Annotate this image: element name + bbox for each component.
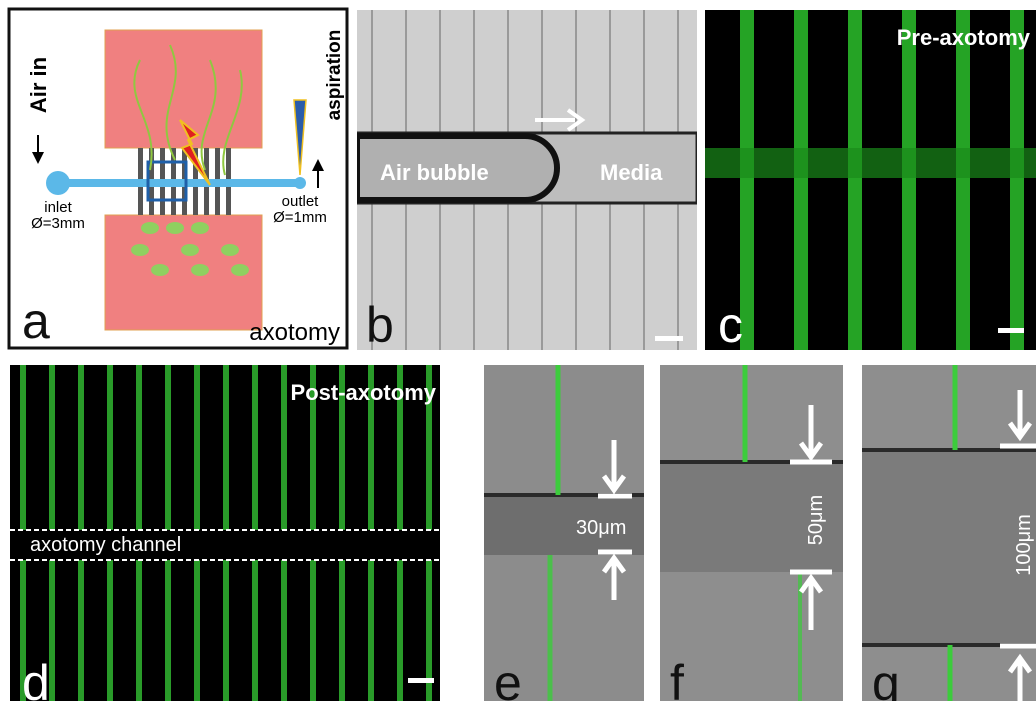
axon-bundle: [848, 10, 862, 350]
channel: [862, 450, 1036, 645]
scale-bar: [408, 678, 434, 683]
outlet: outlet: [282, 193, 320, 210]
inlet: inlet: [44, 199, 72, 216]
air-bubble: Air bubble: [380, 160, 489, 185]
outlet-size: Ø=1mm: [273, 209, 327, 226]
title: Post-axotomy: [291, 380, 437, 405]
panel-g: 100μm g: [862, 365, 1036, 701]
cell: [231, 264, 249, 276]
inlet-port: [46, 171, 70, 195]
caption: axotomy: [249, 319, 340, 346]
panel-label: e: [494, 655, 522, 701]
edge: [862, 448, 1036, 452]
panel-label: a: [22, 293, 50, 349]
cell: [151, 264, 169, 276]
axon-bundle: [902, 10, 916, 350]
width: 50μm: [805, 495, 827, 545]
axon-bundle: [1010, 10, 1024, 350]
width-arrows: [790, 405, 832, 630]
aspiration: aspiration: [324, 30, 345, 121]
cell: [131, 244, 149, 256]
scale-bar: [655, 336, 683, 341]
panel-c: Pre-axotomy c: [705, 10, 1036, 353]
channel-label: axotomy channel: [30, 534, 181, 556]
edge: [660, 460, 843, 464]
axon-bundle: [740, 10, 754, 350]
width: 100μm: [1013, 514, 1035, 576]
arrow-head: [566, 108, 586, 132]
panel-label: g: [872, 655, 900, 701]
chamber-top: [104, 29, 263, 149]
panel-label: c: [718, 297, 743, 353]
inlet-size: Ø=3mm: [31, 215, 85, 232]
axon-bundle: [956, 10, 970, 350]
width-arrows: [598, 440, 632, 600]
neurons: [131, 222, 249, 276]
axons: [133, 44, 243, 176]
zoom-box: [146, 160, 188, 202]
panel-a: Air in aspiration inlet Ø=3mm outlet Ø=1…: [7, 7, 349, 350]
image: [705, 10, 1036, 350]
cell: [191, 222, 209, 234]
panel-e: 30μm e: [484, 365, 644, 701]
outlet-port: [294, 177, 306, 189]
axon-band: [705, 148, 1036, 178]
channel: [10, 530, 440, 560]
aspiration-tip: [293, 99, 307, 176]
lightning: [179, 119, 211, 186]
bubble: [357, 133, 560, 203]
media: Media: [600, 160, 663, 185]
axon-bundle: [794, 10, 808, 350]
panel-label: b: [366, 297, 394, 353]
width: 30μm: [576, 517, 626, 539]
channel: [660, 462, 843, 572]
cell: [166, 222, 184, 234]
channel: [484, 495, 644, 555]
cell: [221, 244, 239, 256]
cell: [181, 244, 199, 256]
cell: [141, 222, 159, 234]
panel-b: Air bubble Media b: [357, 10, 697, 353]
panel-f: 50μm f: [660, 365, 843, 701]
panel-label: d: [22, 655, 50, 701]
panel-label: f: [670, 655, 684, 701]
width-arrows: [1000, 390, 1036, 701]
scale-bar: [998, 328, 1024, 333]
axons: [740, 10, 1024, 350]
cell: [191, 264, 209, 276]
panel-d: axotomy channel Post-axotomy d: [10, 365, 440, 701]
edge: [484, 493, 644, 497]
air-in: Air in: [26, 57, 51, 113]
title: Pre-axotomy: [897, 25, 1031, 50]
